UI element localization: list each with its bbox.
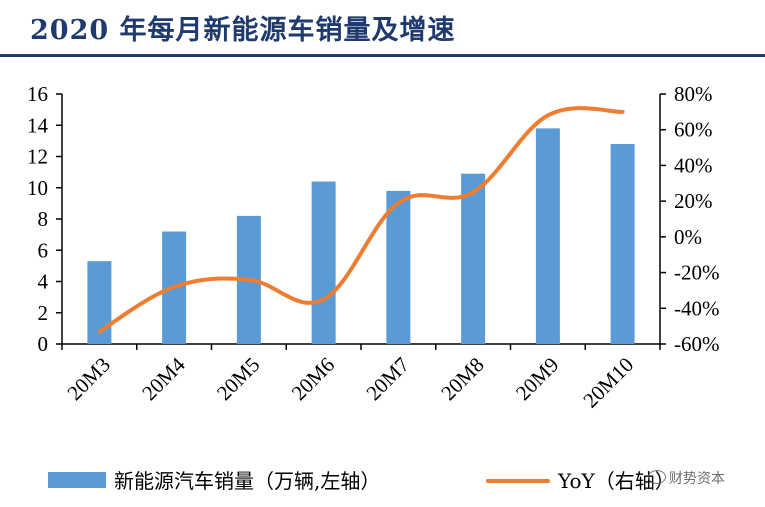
x-tick-label: 20M8 xyxy=(436,353,488,405)
left-tick-label: 8 xyxy=(38,207,49,231)
x-tick-label: 20M10 xyxy=(578,353,638,413)
right-tick-label: 20% xyxy=(674,189,713,213)
legend-bar-label: 新能源汽车销量（万辆,左轴） xyxy=(114,469,381,493)
left-tick-label: 2 xyxy=(38,301,49,325)
left-tick-label: 12 xyxy=(27,145,48,169)
right-tick-label: 80% xyxy=(674,82,713,106)
left-tick-label: 4 xyxy=(38,270,49,294)
yoy-line-series xyxy=(97,106,625,334)
bar-series xyxy=(87,111,635,344)
chart-canvas: 0 2 4 6 8 10 12 14 16 -60% -40% -20% 0% 20% 40% 60% 80% 2… xyxy=(27,82,720,413)
right-tick-label: 60% xyxy=(674,118,713,142)
legend-line-swatch xyxy=(486,479,550,483)
bar xyxy=(311,181,336,344)
bar xyxy=(535,128,560,344)
right-tick-label: 0% xyxy=(674,225,702,249)
watermark: 财势资本 xyxy=(648,468,725,488)
x-tick-label: 20M6 xyxy=(287,353,339,405)
legend-bar-swatch xyxy=(48,472,106,488)
x-tick-label: 20M3 xyxy=(62,353,114,405)
x-tick-label: 20M9 xyxy=(511,353,563,405)
right-tick-label: -60% xyxy=(674,332,720,356)
right-tick-label: -40% xyxy=(674,296,720,320)
left-tick-label: 14 xyxy=(27,113,49,137)
left-tick-label: 16 xyxy=(27,82,48,106)
x-tick-label: 20M4 xyxy=(137,352,190,405)
bar xyxy=(461,173,486,344)
chart-title: 2020 年每月新能源车销量及增速 xyxy=(30,15,456,46)
left-tick-label: 6 xyxy=(38,238,49,262)
left-tick-label: 0 xyxy=(38,332,49,356)
bar xyxy=(610,144,635,344)
x-tick-label: 20M7 xyxy=(361,353,413,405)
wechat-icon xyxy=(648,470,666,484)
right-tick-label: 40% xyxy=(674,153,713,177)
title-divider xyxy=(0,54,765,57)
chart-axes xyxy=(56,93,666,350)
right-tick-label: -20% xyxy=(674,261,720,285)
x-tick-label: 20M5 xyxy=(212,353,264,405)
watermark-text: 财势资本 xyxy=(669,471,725,487)
left-tick-label: 10 xyxy=(27,176,48,200)
bar xyxy=(386,190,411,344)
